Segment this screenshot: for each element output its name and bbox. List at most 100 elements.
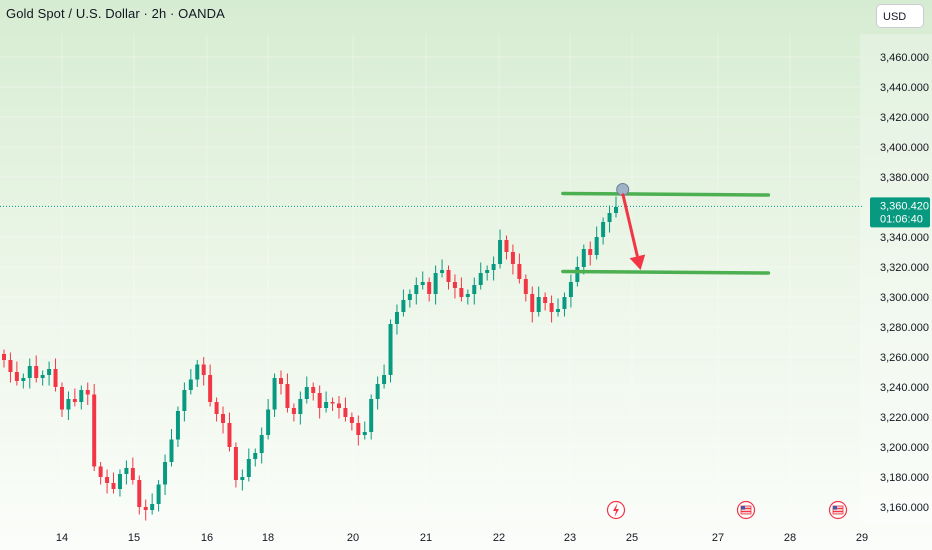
candle-body: [111, 483, 116, 489]
candle-body: [27, 366, 32, 378]
candle-body: [34, 366, 39, 378]
price-tick-label: 3,280.000: [880, 322, 929, 334]
candle-body: [420, 282, 425, 285]
candle-body: [98, 466, 103, 477]
candles-layer: [2, 196, 618, 521]
time-tick-label: 16: [201, 532, 213, 544]
candle-body: [394, 312, 399, 324]
support-line: [561, 269, 771, 275]
candle-body: [588, 249, 593, 255]
candle-body: [156, 484, 161, 504]
candle-body: [291, 408, 296, 414]
candle-body: [349, 417, 354, 423]
candle-body: [607, 213, 612, 222]
price-tick-label: 3,420.000: [880, 112, 929, 124]
candle-body: [130, 468, 135, 480]
drawings-layer: [561, 183, 771, 275]
candle-body: [182, 390, 187, 411]
candle-body: [581, 249, 586, 267]
candle-body: [536, 297, 541, 312]
candle-body: [336, 403, 341, 408]
candle-body: [117, 474, 122, 489]
candle-body: [491, 264, 496, 270]
candle-body: [221, 414, 226, 423]
grid-layer: [0, 34, 860, 522]
time-tick-label: 23: [564, 532, 576, 544]
candle-body: [72, 399, 77, 402]
candle-body: [549, 303, 554, 312]
candle-body: [272, 378, 277, 410]
us-flag-event-icon: [736, 500, 756, 520]
price-tick-label: 3,220.000: [880, 412, 929, 424]
candle-body: [414, 285, 419, 294]
price-tick-label: 3,180.000: [880, 472, 929, 484]
currency-button[interactable]: USD: [876, 4, 924, 28]
candle-body: [478, 273, 483, 285]
candle-body: [163, 462, 168, 485]
candle-body: [240, 477, 245, 480]
time-tick-label: 18: [262, 532, 274, 544]
time-tick-label: 27: [712, 532, 724, 544]
candle-body: [510, 252, 515, 264]
chart-title: Gold Spot / U.S. Dollar · 2h · OANDA: [6, 6, 225, 21]
price-tick-label: 3,380.000: [880, 172, 929, 184]
price-axis-labels: 3,460.000 3,440.000 3,420.000 3,400.000 3,38…: [880, 52, 929, 514]
price-tick-label: 3,240.000: [880, 382, 929, 394]
candle-body: [208, 375, 213, 402]
price-tick-label: 3,320.000: [880, 262, 929, 274]
candle-body: [459, 288, 464, 297]
candle-body: [2, 354, 6, 360]
candle-body: [8, 360, 13, 372]
time-tick-label: 20: [347, 532, 359, 544]
candle-body: [472, 285, 477, 294]
candle-body: [498, 240, 503, 264]
candle-body: [382, 375, 387, 384]
candle-body: [543, 297, 548, 303]
candle-body: [556, 309, 561, 312]
candle-body: [47, 369, 52, 375]
candle-body: [356, 423, 361, 435]
events-layer: [606, 500, 848, 520]
price-axis[interactable]: [860, 34, 932, 524]
lightning-event-icon: [606, 500, 626, 520]
candle-body: [362, 432, 367, 435]
candle-body: [233, 447, 238, 480]
candle-body: [562, 297, 567, 309]
candle-body: [388, 324, 393, 375]
candle-body: [266, 409, 271, 435]
candle-body: [330, 402, 335, 404]
candle-body: [59, 387, 64, 410]
candle-body: [105, 477, 110, 483]
candle-body: [79, 390, 84, 402]
candle-body: [324, 402, 329, 408]
candle-body: [150, 504, 155, 510]
candle-body: [143, 507, 148, 510]
candle-body: [124, 468, 129, 474]
candle-body: [169, 439, 174, 462]
candle-body: [594, 237, 599, 255]
candle-body: [53, 369, 58, 387]
candle-body: [214, 402, 219, 414]
time-tick-label: 22: [493, 532, 505, 544]
candle-body: [427, 282, 432, 294]
candle-body: [452, 282, 457, 288]
candle-body: [298, 399, 303, 414]
price-tick-label: 3,260.000: [880, 352, 929, 364]
candle-body: [175, 411, 180, 440]
candle-body: [440, 270, 445, 273]
candle-body: [575, 267, 580, 282]
candle-body: [311, 387, 316, 393]
candle-body: [601, 222, 606, 237]
us-flag-event-icon: [828, 500, 848, 520]
candle-body: [343, 408, 348, 417]
candle-body: [433, 273, 438, 294]
price-tick-label: 3,440.000: [880, 82, 929, 94]
candle-body: [517, 264, 522, 279]
candle-body: [21, 378, 26, 381]
time-axis-labels: 14 15 16 18 20 21 22 23 25 27 28 29: [56, 532, 868, 544]
candle-body: [485, 270, 490, 273]
candle-body: [279, 378, 284, 384]
